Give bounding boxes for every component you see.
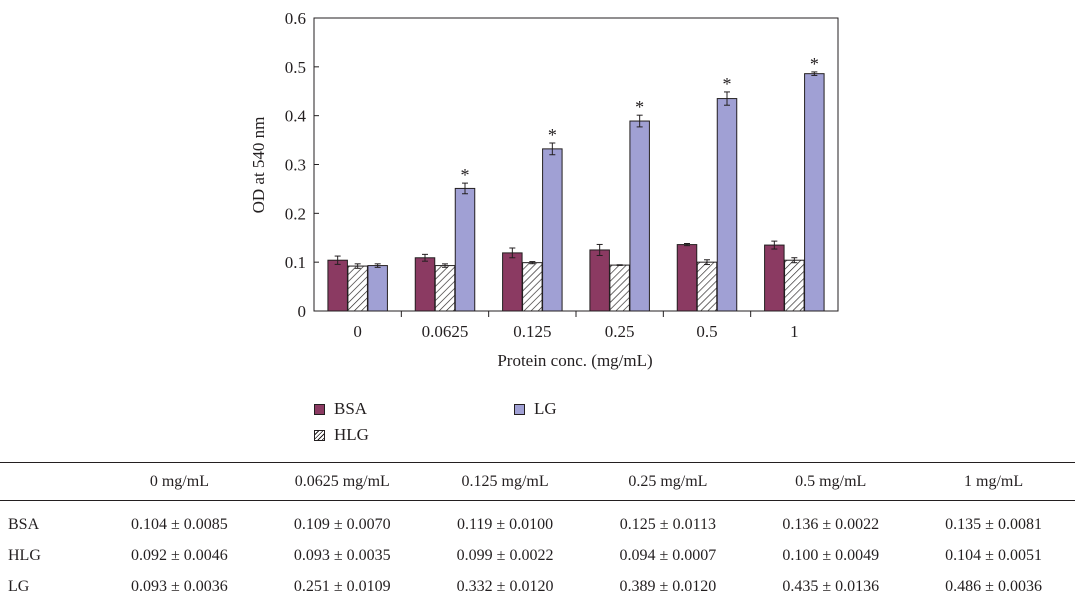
bar-bsa <box>589 249 610 312</box>
y-tick-label: 0.5 <box>285 58 306 77</box>
y-tick-label: 0.1 <box>285 253 306 272</box>
y-axis-label: OD at 540 nm <box>249 117 268 214</box>
legend-item-hlg: HLG <box>314 425 369 445</box>
table-header-cell: 0 mg/mL <box>98 462 261 501</box>
bar-bsa <box>676 244 698 312</box>
data-table: 0 mg/mL 0.0625 mg/mL 0.125 mg/mL 0.25 mg… <box>0 462 1075 602</box>
bar-hlg <box>696 261 718 312</box>
table-cell: 0.093 ± 0.0036 <box>131 577 228 595</box>
table-row-label: HLG <box>8 546 41 564</box>
table-cell: 0.092 ± 0.0046 <box>131 546 228 564</box>
table-cell: 0.136 ± 0.0022 <box>782 515 880 533</box>
legend-label-lg: LG <box>534 399 557 418</box>
bar-bsa <box>327 259 348 312</box>
table-cell: 0.125 ± 0.0113 <box>619 515 716 533</box>
bar-hlg <box>784 259 805 312</box>
table-header-cell: 0.25 mg/mL <box>586 462 750 501</box>
bar-lg <box>629 120 650 312</box>
table-cell: 0.135 ± 0.0081 <box>945 515 1042 533</box>
y-tick-label: 0 <box>298 302 307 321</box>
bar-lg <box>367 265 388 312</box>
bar-bsa <box>764 244 785 312</box>
legend-label-hlg: HLG <box>334 425 369 444</box>
significance-marker: * <box>548 125 557 145</box>
table-row-label: LG <box>8 577 30 595</box>
table-header-row: 0 mg/mL 0.0625 mg/mL 0.125 mg/mL 0.25 mg… <box>0 462 1075 501</box>
table-cell: 0.119 ± 0.0100 <box>456 515 554 533</box>
legend-swatch-hlg <box>314 429 325 441</box>
x-tick-label: 0.25 <box>605 322 635 341</box>
y-tick-label: 0.6 <box>285 9 306 28</box>
table-cell: 0.109 ± 0.0070 <box>293 515 391 533</box>
bar-hlg <box>434 265 456 312</box>
table-cell: 0.435 ± 0.0136 <box>782 577 880 595</box>
bar-lg <box>716 98 738 312</box>
x-tick-label: 0.5 <box>696 322 717 341</box>
table-cell: 0.251 ± 0.0109 <box>293 577 391 595</box>
table-cell: 0.104 ± 0.0085 <box>131 515 228 533</box>
table-cell: 0.100 ± 0.0049 <box>782 546 880 564</box>
table-row: LG 0.093 ± 0.0036 0.251 ± 0.0109 0.332 ±… <box>0 571 1075 602</box>
bar-chart: 0 0.1 0.2 0.3 0.4 0.5 0.6 0 0.0625 0.125 0.25 0.5 1 *… <box>249 9 839 370</box>
significance-marker: * <box>810 54 819 74</box>
x-tick-label: 0 <box>353 322 362 341</box>
table-cell: 0.486 ± 0.0036 <box>945 577 1042 595</box>
table-cell: 0.093 ± 0.0035 <box>293 546 391 564</box>
table-row-label: BSA <box>8 515 40 533</box>
x-axis-label: Protein conc. (mg/mL) <box>497 351 652 370</box>
x-tick-label: 0.125 <box>513 322 551 341</box>
table-row: HLG 0.092 ± 0.0046 0.093 ± 0.0035 0.099 … <box>0 540 1075 571</box>
bar-bsa <box>414 257 436 312</box>
bar-bsa <box>502 252 523 312</box>
table-cell: 0.389 ± 0.0120 <box>619 577 717 595</box>
table-cell: 0.104 ± 0.0051 <box>945 546 1042 564</box>
table-corner-cell <box>0 462 98 501</box>
significance-marker: * <box>461 165 470 185</box>
table-row: BSA 0.104 ± 0.0085 0.109 ± 0.0070 0.119 … <box>0 501 1075 541</box>
table-header-cell: 1 mg/mL <box>912 462 1075 501</box>
bar-hlg <box>609 264 630 312</box>
x-tick-label: 0.0625 <box>422 322 469 341</box>
table-cell: 0.332 ± 0.0120 <box>456 577 554 595</box>
bar-lg <box>804 73 825 312</box>
bar-lg <box>542 148 563 312</box>
table-cell: 0.099 ± 0.0022 <box>456 546 554 564</box>
bar-lg <box>454 187 476 312</box>
table-header-cell: 0.125 mg/mL <box>423 462 587 501</box>
chart-legend: BSA LG HLG <box>314 399 674 447</box>
bar-hlg <box>522 262 543 312</box>
legend-item-lg: LG <box>514 399 557 419</box>
y-tick-label: 0.3 <box>285 156 306 175</box>
x-tick-label: 1 <box>790 322 799 341</box>
legend-swatch-bsa <box>314 403 325 415</box>
significance-marker: * <box>723 74 732 94</box>
legend-label-bsa: BSA <box>334 399 368 418</box>
plot-frame <box>313 17 839 312</box>
y-tick-label: 0.4 <box>285 107 307 126</box>
legend-swatch-lg <box>514 403 525 415</box>
table-header-cell: 0.5 mg/mL <box>749 462 913 501</box>
legend-item-bsa: BSA <box>314 399 367 419</box>
bar-hlg <box>347 265 368 312</box>
table-header-cell: 0.0625 mg/mL <box>260 462 424 501</box>
table-cell: 0.094 ± 0.0007 <box>619 546 717 564</box>
y-tick-label: 0.2 <box>285 204 306 223</box>
significance-marker: * <box>635 97 644 117</box>
